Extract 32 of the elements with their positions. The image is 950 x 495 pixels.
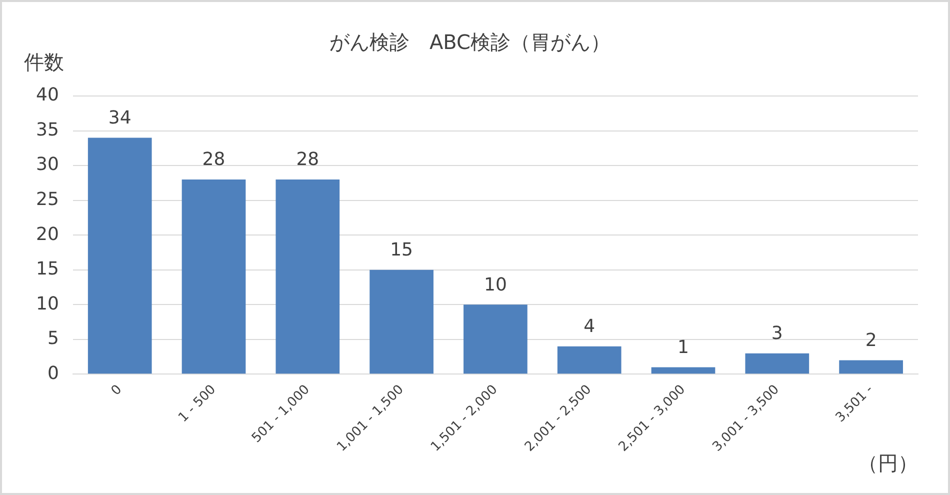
y-tick-label: 15 — [36, 258, 59, 280]
bar — [370, 270, 434, 374]
data-label: 10 — [484, 274, 507, 296]
y-tick-label: 10 — [36, 293, 59, 314]
bar — [464, 304, 528, 374]
bar — [839, 360, 903, 374]
bar — [745, 353, 810, 374]
y-tick-label: 40 — [36, 84, 59, 106]
x-tick-label: 0 — [108, 382, 126, 399]
data-label: 28 — [296, 149, 320, 170]
data-label: 2 — [865, 330, 877, 351]
x-tick-label: 1 - 500 — [176, 382, 219, 426]
y-tick-label: 25 — [36, 188, 59, 210]
y-tick-label: 30 — [36, 154, 59, 176]
y-tick-label: 5 — [47, 328, 59, 350]
bar — [651, 367, 716, 374]
data-label: 34 — [108, 107, 132, 128]
data-label: 1 — [678, 336, 689, 358]
bar — [182, 179, 246, 374]
bar — [557, 346, 622, 374]
x-axis-title: （円） — [858, 451, 918, 476]
bar — [88, 138, 152, 374]
y-tick-label: 20 — [36, 224, 59, 245]
data-label: 28 — [202, 149, 226, 170]
y-tick-label: 35 — [36, 119, 59, 140]
y-tick-label: 0 — [47, 362, 59, 384]
chart-title: がん検診 ABC検診（胃がん） — [329, 30, 611, 54]
data-label: 3 — [771, 322, 783, 344]
y-axis-title: 件数 — [24, 50, 64, 74]
data-label: 4 — [584, 316, 596, 338]
data-label: 15 — [390, 240, 414, 261]
bar — [276, 179, 340, 374]
